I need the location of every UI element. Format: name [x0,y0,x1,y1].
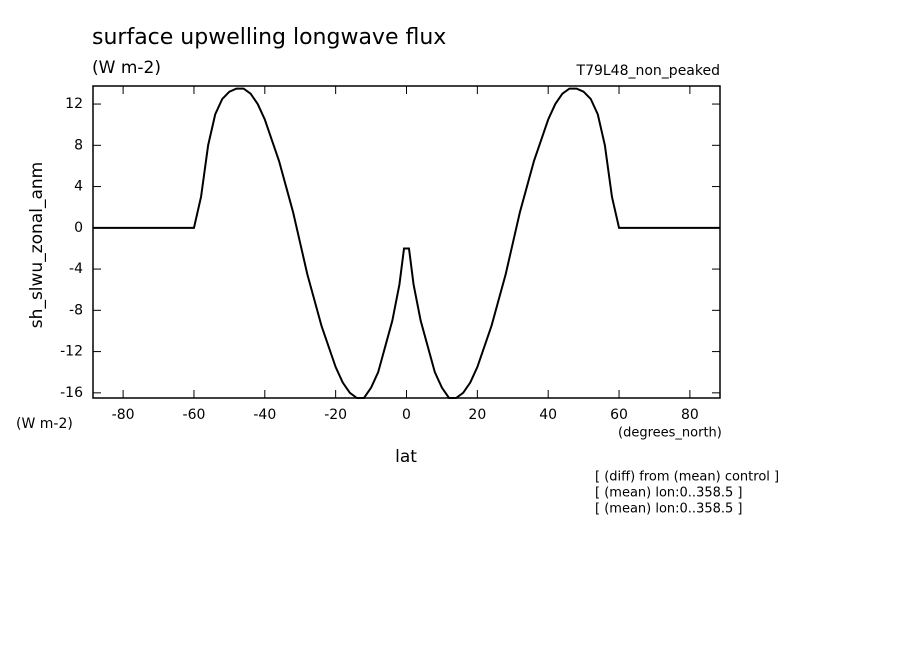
y-tick-label: -16 [60,385,83,401]
chart-title: surface upwelling longwave flux [92,25,446,50]
dataset-label: T79L48_non_peaked [576,63,720,79]
y-axis-label: sh_slwu_zonal_anm [27,162,47,328]
x-tick-label: 0 [402,407,411,423]
y-tick-label: -12 [60,344,83,360]
x-tick-label: 20 [468,407,486,423]
annotation: [ (mean) lon:0..358.5 ] [595,502,743,517]
y-tick-label: 8 [74,137,83,153]
annotation: [ (diff) from (mean) control ] [595,470,779,485]
annotation: [ (mean) lon:0..358.5 ] [595,486,743,501]
x-tick-label: 60 [610,407,628,423]
x-tick-label: 40 [539,407,557,423]
x-tick-label: -80 [112,407,135,423]
y-units: (W m-2) [16,416,73,432]
y-tick-label: 12 [65,96,83,112]
subtitle: (W m-2) [92,58,161,78]
x-tick-label: -20 [324,407,347,423]
y-tick-label: 0 [74,220,83,236]
line-series [93,87,720,399]
y-tick-label: -8 [69,302,83,318]
x-tick-label: -40 [253,407,276,423]
x-tick-label: 80 [681,407,699,423]
y-tick-label: -4 [69,261,83,277]
x-tick-label: -60 [183,407,206,423]
y-tick-label: 4 [74,179,83,195]
x-units: (degrees_north) [618,426,722,441]
x-axis-label: lat [395,447,417,467]
